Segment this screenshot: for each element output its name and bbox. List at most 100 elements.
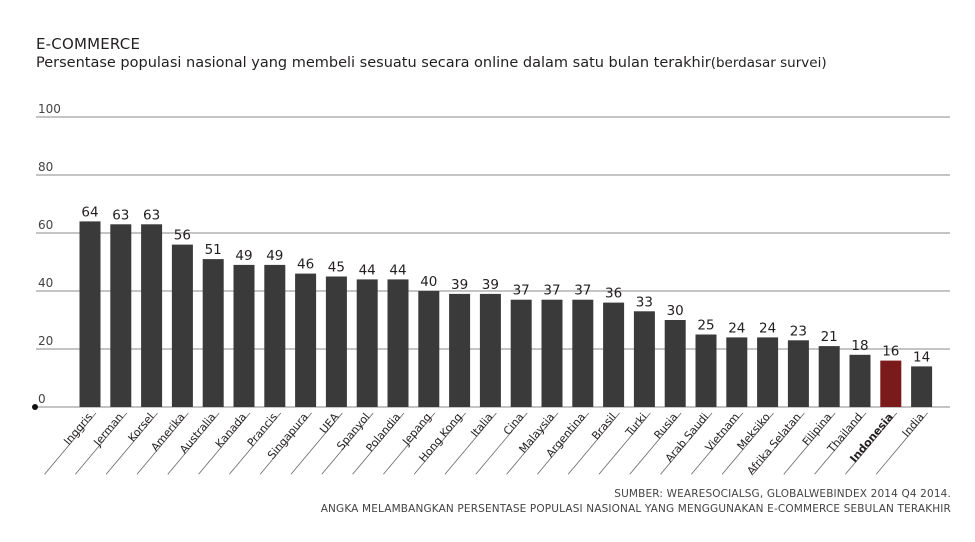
leader-line-polandia [352, 412, 405, 475]
category-label-cina: Cina [501, 411, 527, 438]
leader-line-korsel [105, 412, 158, 475]
value-label-brasil: 36 [605, 286, 622, 302]
value-label-arab-saudi: 25 [697, 318, 714, 334]
chart-subtitle-note: (berdasar survei) [710, 55, 827, 71]
bar-indonesia [880, 360, 902, 407]
chart-subtitle-text: Persentase populasi nasional yang membel… [36, 55, 711, 71]
value-label-kanada: 49 [235, 248, 252, 264]
value-label-italia: 39 [482, 277, 499, 293]
leader-line-turki [598, 412, 651, 475]
source-line-1: SUMBER: WEARESOCIALSG, GLOBALWEBINDEX 20… [614, 488, 951, 500]
bar-brasil [603, 302, 625, 407]
value-label-hong-kong: 39 [451, 277, 468, 293]
leader-line-vietnam [691, 412, 744, 475]
leader-line-cina [475, 412, 528, 475]
chart-title: E-COMMERCE [36, 35, 141, 53]
y-tick-label-60: 60 [38, 218, 53, 232]
value-label-jepang: 40 [420, 274, 437, 290]
chart-subtitle: Persentase populasi nasional yang membel… [36, 55, 827, 71]
bar-india [911, 366, 933, 407]
y-tick-label-20: 20 [38, 334, 53, 348]
leader-line-italia [444, 412, 497, 475]
value-label-uea: 45 [328, 260, 345, 276]
leader-line-prancis [229, 412, 282, 475]
value-label-malaysia: 37 [543, 283, 560, 299]
value-label-polandia: 44 [389, 262, 406, 278]
value-label-meksiko: 24 [759, 320, 776, 336]
value-label-australia: 51 [205, 242, 222, 258]
category-label-brasil: Brasil [589, 411, 619, 443]
leader-line-uea [290, 412, 343, 475]
origin-dot [32, 404, 38, 410]
bar-jerman [110, 224, 132, 407]
value-label-inggris: 64 [81, 204, 98, 220]
bars-layer [79, 221, 933, 407]
bar-hong-kong [449, 293, 471, 407]
bar-spanyol [356, 279, 378, 407]
leader-line-jerman [75, 412, 128, 475]
bar-korsel [141, 224, 163, 407]
value-label-filipina: 21 [821, 329, 838, 345]
bar-prancis [264, 264, 286, 407]
leader-line-spanyol [321, 412, 374, 475]
bar-filipina [818, 346, 840, 407]
category-label-turki: Turki [622, 411, 649, 440]
leader-line-brasil [567, 412, 620, 475]
category-label-india: India [900, 411, 927, 440]
leader-line-afrika-selatan [752, 412, 805, 475]
bar-uea [325, 276, 347, 407]
bar-turki [633, 311, 655, 407]
value-label-amerika: 56 [174, 228, 191, 244]
bar-australia [202, 259, 224, 407]
bar-jepang [418, 291, 440, 407]
category-label-jerman: Jerman [91, 411, 127, 450]
y-tick-label-80: 80 [38, 160, 53, 174]
value-label-jerman: 63 [112, 207, 129, 223]
bar-arab-saudi [695, 334, 717, 407]
leader-line-inggris [44, 412, 97, 475]
source-line-2: ANGKA MELAMBANGKAN PERSENTASE POPULASI N… [320, 503, 951, 515]
leader-line-australia [167, 412, 220, 475]
bar-polandia [387, 279, 409, 407]
value-label-korsel: 63 [143, 207, 160, 223]
value-label-rusia: 30 [667, 303, 684, 319]
value-label-singapura: 46 [297, 257, 314, 273]
bar-meksiko [757, 337, 779, 407]
leader-line-amerika [136, 412, 189, 475]
category-label-korsel: Korsel [125, 411, 156, 445]
category-label-kanada: Kanada [213, 411, 249, 451]
bar-cina [510, 299, 532, 407]
category-label-uea: UEA [317, 410, 342, 436]
leader-line-india [875, 412, 928, 475]
value-label-afrika-selatan: 23 [790, 323, 807, 339]
category-label-inggris: Inggris [61, 410, 95, 447]
value-label-spanyol: 44 [359, 262, 376, 278]
value-label-india: 14 [913, 349, 930, 365]
source-note: SUMBER: WEARESOCIALSG, GLOBALWEBINDEX 20… [321, 487, 951, 517]
bar-kanada [233, 264, 255, 407]
value-label-vietnam: 24 [728, 320, 745, 336]
leader-line-malaysia [506, 412, 559, 475]
value-label-prancis: 49 [266, 248, 283, 264]
value-label-turki: 33 [636, 294, 653, 310]
value-label-argentina: 37 [574, 283, 591, 299]
y-tick-label-40: 40 [38, 276, 53, 290]
bar-rusia [664, 320, 686, 407]
bar-thailand [849, 354, 871, 407]
leader-line-filipina [783, 412, 836, 475]
bar-amerika [171, 244, 193, 407]
bar-afrika-selatan [787, 340, 809, 407]
bar-italia [479, 293, 501, 407]
value-label-thailand: 18 [851, 338, 868, 354]
bar-inggris [79, 221, 101, 407]
leader-line-thailand [814, 412, 867, 475]
leader-line-meksiko [721, 412, 774, 475]
bar-argentina [572, 299, 594, 407]
category-label-rusia: Rusia [651, 411, 680, 442]
leader-line-hong-kong [413, 412, 466, 475]
value-label-indonesia: 16 [882, 344, 899, 360]
leader-line-kanada [198, 412, 251, 475]
bar-malaysia [541, 299, 563, 407]
leader-line-singapura [259, 412, 312, 475]
